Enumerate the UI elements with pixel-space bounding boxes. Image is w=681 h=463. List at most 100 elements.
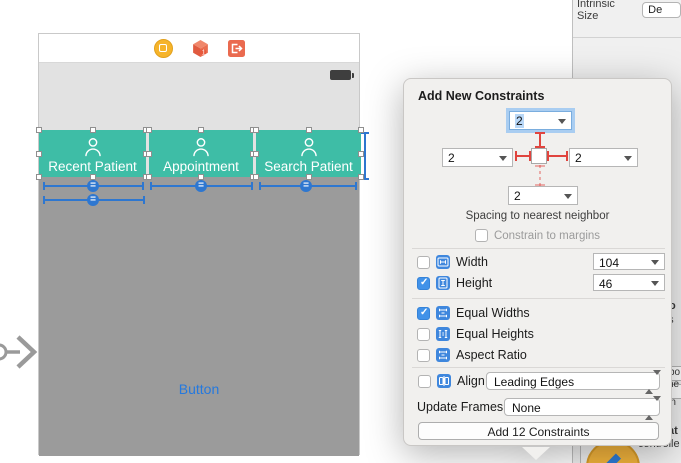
selection-handle[interactable] (253, 174, 259, 180)
height-constraint-bracket[interactable] (361, 132, 369, 180)
popover-separator (412, 248, 665, 249)
combo-arrow-icon (624, 156, 632, 161)
equal-badge-icon[interactable]: = (87, 194, 99, 206)
align-icon (437, 374, 451, 388)
left-spacing-beam[interactable] (515, 151, 531, 161)
aspect-ratio-label: Aspect Ratio (456, 348, 527, 362)
selection-handle[interactable] (146, 174, 152, 180)
person-icon (84, 138, 101, 157)
update-frames-dropdown[interactable]: None (504, 396, 661, 420)
combo-arrow-icon (564, 194, 572, 199)
view-controller-icon[interactable] (153, 38, 173, 58)
person-icon (193, 138, 209, 157)
button-label: Recent Patient (48, 159, 137, 174)
constraints-popover: Add New Constraints 2 2 2 2 Spacing to n… (403, 78, 672, 460)
simulated-statusbar (39, 63, 359, 130)
aspect-ratio-checkbox[interactable] (417, 348, 430, 362)
svg-text:1: 1 (201, 49, 205, 56)
stepper-icon (645, 370, 661, 394)
selection-handle[interactable] (358, 127, 364, 133)
selection-handle[interactable] (358, 150, 364, 157)
spacing-caption: Spacing to nearest neighbor (465, 210, 610, 222)
height-icon (436, 276, 450, 290)
appointment-button[interactable]: Appointment (146, 127, 256, 180)
spacing-top-input[interactable]: 2 (509, 111, 572, 130)
selection-handle[interactable] (36, 150, 42, 157)
exit-icon[interactable] (227, 39, 245, 57)
equal-widths-checkbox[interactable] (417, 306, 430, 320)
width-icon (436, 255, 450, 269)
align-checkbox[interactable] (418, 374, 431, 388)
view-controller-canvas: 1 Button Recent Patient (36, 33, 369, 456)
bottom-spacing-beam[interactable] (535, 165, 545, 186)
button-label: Search Patient (264, 159, 353, 174)
storyboard-entry-arrow[interactable] (0, 326, 38, 378)
selection-handle[interactable] (305, 127, 312, 133)
constrain-margins-label: Constrain to margins (493, 229, 601, 242)
selection-handle[interactable] (36, 174, 42, 180)
constrain-margins-checkbox[interactable] (474, 229, 488, 242)
inspector-text-fragment: bo (669, 367, 681, 378)
aspect-ratio-icon (436, 348, 450, 362)
inspector-text-fragment: at (668, 425, 678, 437)
selection-handle[interactable] (358, 174, 364, 180)
selection-handle[interactable] (198, 127, 204, 133)
selection-handle[interactable] (146, 150, 152, 157)
spacing-bottom-input[interactable]: 2 (508, 186, 578, 205)
selection-handle[interactable] (36, 127, 42, 133)
equal-heights-icon (436, 327, 450, 341)
equal-widths-label: Equal Widths (456, 306, 530, 320)
update-frames-label: Update Frames (417, 400, 504, 414)
selection-handle[interactable] (253, 150, 259, 157)
spacing-center-square (531, 148, 547, 164)
selection-handle[interactable] (253, 127, 259, 133)
align-label: Align (457, 374, 485, 388)
add-constraints-button[interactable]: Add 12 Constraints (418, 422, 659, 440)
equal-badge-icon[interactable]: = (87, 180, 99, 192)
spacing-right-input[interactable]: 2 (569, 148, 638, 167)
popover-separator (412, 367, 665, 368)
recent-patient-button[interactable]: Recent Patient (36, 127, 149, 180)
selection-handle[interactable] (89, 174, 96, 180)
inspector-text-fragment: he (668, 379, 680, 390)
scene-dock: 1 (39, 34, 359, 63)
stepper-icon (645, 396, 661, 420)
first-responder-icon[interactable]: 1 (191, 39, 210, 58)
height-label: Height (456, 276, 493, 290)
selection-handle[interactable] (198, 174, 204, 180)
panel-divider (580, 442, 581, 463)
person-icon (300, 138, 317, 157)
combo-arrow-icon (651, 260, 659, 265)
combo-arrow-icon (651, 281, 659, 286)
width-label: Width (456, 255, 488, 269)
align-dropdown[interactable]: Leading Edges (486, 370, 661, 394)
height-value-input[interactable]: 46 (593, 274, 665, 291)
intrinsic-size-dropdown[interactable]: De (642, 2, 681, 18)
popover-arrow (522, 447, 550, 460)
search-patient-button[interactable]: Search Patient (253, 127, 364, 180)
back-chevron-icon (606, 453, 622, 463)
inspector-separator (573, 37, 681, 38)
center-button[interactable]: Button (178, 381, 220, 397)
popover-separator (412, 298, 665, 299)
root-view[interactable]: Button (39, 177, 359, 456)
right-spacing-beam[interactable] (547, 151, 568, 161)
equal-badge-icon[interactable]: = (300, 180, 312, 192)
equal-badge-icon[interactable]: = (195, 180, 207, 192)
equal-widths-icon (436, 306, 450, 320)
intrinsic-size-label: Intrinsic Size (577, 0, 615, 22)
equal-heights-checkbox[interactable] (417, 327, 430, 341)
selection-handle[interactable] (89, 127, 96, 133)
equal-heights-label: Equal Heights (456, 327, 534, 341)
top-spacing-beam[interactable] (535, 132, 545, 148)
spacing-left-input[interactable]: 2 (442, 148, 513, 167)
button-label: Appointment (163, 159, 239, 174)
height-checkbox[interactable] (417, 276, 430, 290)
selection-handle[interactable] (146, 127, 152, 133)
width-checkbox[interactable] (417, 255, 430, 269)
popover-title: Add New Constraints (418, 89, 545, 103)
combo-arrow-icon (558, 119, 566, 124)
selection-handle[interactable] (305, 174, 312, 180)
width-value-input[interactable]: 104 (593, 253, 665, 270)
